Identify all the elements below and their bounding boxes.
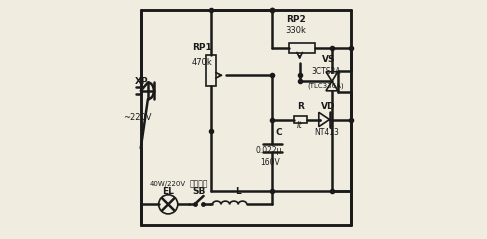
- Text: It: It: [297, 121, 303, 130]
- Text: 3CTS2A: 3CTS2A: [311, 67, 341, 76]
- Text: 40W/220V: 40W/220V: [150, 181, 186, 187]
- Text: EL: EL: [162, 187, 174, 196]
- Text: 330k: 330k: [286, 27, 306, 35]
- Text: L: L: [235, 187, 241, 196]
- Text: VD: VD: [321, 102, 336, 111]
- Bar: [289, 43, 315, 53]
- Text: SB: SB: [192, 187, 206, 196]
- Text: R: R: [297, 102, 303, 111]
- Text: 微动开关: 微动开关: [190, 179, 208, 188]
- Text: C: C: [276, 128, 282, 137]
- Text: NT413: NT413: [315, 128, 339, 137]
- Text: XP: XP: [135, 77, 149, 86]
- Text: (TLC336A): (TLC336A): [307, 82, 344, 89]
- Text: 160V: 160V: [260, 158, 280, 167]
- Text: RP1: RP1: [192, 43, 211, 52]
- Text: 0.022μ: 0.022μ: [256, 146, 282, 155]
- Bar: [206, 55, 217, 86]
- Text: RP2: RP2: [286, 15, 306, 23]
- Text: 470k: 470k: [191, 58, 212, 66]
- Bar: [294, 116, 307, 123]
- Text: VS: VS: [321, 55, 335, 64]
- Text: ~220V: ~220V: [123, 113, 151, 121]
